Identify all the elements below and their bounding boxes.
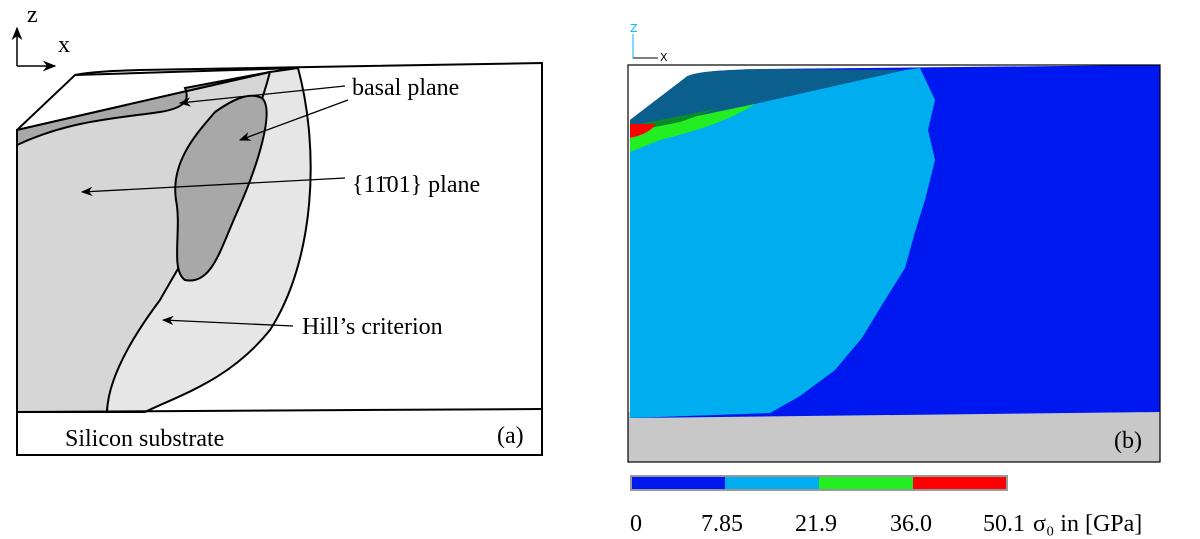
colorbar-segment [913, 476, 1007, 490]
label: {11̄01} plane [352, 172, 480, 198]
region-peak [630, 124, 656, 138]
panel-tag: (a) [497, 423, 524, 449]
arrow [80, 177, 346, 197]
colorbar-tick: 36.0 [890, 511, 932, 537]
label: Hill’s criterion [302, 314, 443, 340]
region-high [630, 104, 755, 152]
axis-label: X [660, 51, 668, 64]
region-basal-ellipse [174, 94, 268, 282]
colorbar-tick: 0 [630, 511, 642, 537]
region-basal-band [16, 71, 271, 147]
substrate [628, 412, 1160, 462]
arrow [178, 85, 346, 107]
colorbar-border [630, 475, 1008, 491]
axis-label: Z [630, 22, 638, 35]
frame-border [627, 64, 1161, 463]
panel-b: Z X (b) 0 7.85 21.9 36.0 50.1 σ₀ in [GPa… [627, 22, 1161, 537]
label: Silicon substrate [65, 426, 224, 452]
colorbar-tick: 21.9 [795, 511, 837, 537]
colorbar-unit: σ₀ in [GPa] [1033, 511, 1142, 537]
axis-label: x [58, 32, 70, 58]
axis-label: z [27, 2, 38, 28]
colorbar-tick: 7.85 [701, 511, 743, 537]
substrate-line [16, 408, 543, 413]
arrow [238, 99, 349, 141]
colorbar-segment [725, 476, 819, 490]
label: basal plane [352, 75, 459, 101]
arrow [161, 315, 294, 327]
region-mid [630, 68, 935, 418]
panel-a: z x basal plane {11̄01} plane Hill’s cri… [11, 2, 543, 456]
panel-tag: (b) [1114, 428, 1142, 454]
colorbar-tick: 50.1 [983, 511, 1025, 537]
colorbar-segment [631, 476, 725, 490]
colorbar-segment [819, 476, 913, 490]
colorbar [630, 475, 1008, 491]
top-edge [74, 67, 299, 76]
